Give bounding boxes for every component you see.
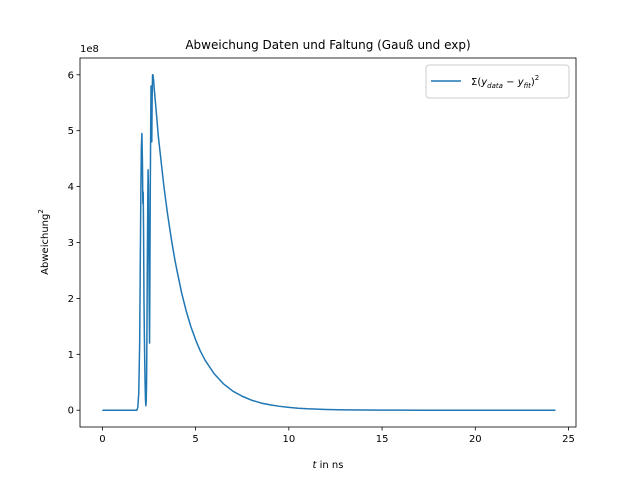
series-line-0 (102, 74, 556, 411)
x-tick-label: 10 (282, 434, 295, 445)
legend-sub-fit: fit (524, 82, 532, 90)
y-tick-label: 2 (68, 294, 74, 305)
y-tick-label: 0 (68, 406, 74, 417)
legend-y-fit: y (517, 77, 525, 88)
chart-title: Abweichung Daten und Faltung (Gauß und e… (185, 38, 470, 52)
y-tick-label: 5 (68, 126, 74, 137)
y-tick-label: 1 (68, 350, 74, 361)
y-axis-ticks: 0 1 2 3 4 5 6 (68, 70, 80, 417)
legend-y-data: y (480, 77, 488, 88)
legend: Σ(ydata − yfit)2 (425, 64, 570, 99)
y-tick-label: 3 (68, 238, 74, 249)
x-axis-ticks: 0 5 10 15 20 25 (99, 427, 575, 445)
x-tick-label: 15 (376, 434, 389, 445)
x-axis-label-var: t (313, 460, 318, 471)
y-offset-text: 1e8 (80, 44, 99, 55)
y-axis-label-base: Abweichung (40, 214, 51, 275)
y-axis-label: Abweichung2 (37, 209, 51, 275)
y-tick-label: 4 (68, 182, 74, 193)
series-layer (102, 74, 556, 411)
x-axis-label: t in ns (313, 460, 344, 471)
legend-minus: − (503, 77, 518, 88)
x-tick-label: 0 (99, 434, 105, 445)
legend-label: Σ(ydata − yfit)2 (471, 74, 539, 90)
legend-sup: 2 (535, 74, 539, 82)
y-tick-label: 6 (68, 70, 74, 81)
y-axis-label-sup: 2 (37, 209, 45, 213)
legend-sigma: Σ( (471, 77, 481, 88)
x-axis-label-unit: in ns (316, 460, 343, 471)
x-tick-label: 20 (469, 434, 482, 445)
x-tick-label: 5 (192, 434, 198, 445)
plot-frame (79, 57, 577, 428)
legend-sub-data: data (487, 82, 503, 90)
x-tick-label: 25 (562, 434, 575, 445)
legend-box (425, 64, 570, 99)
legend-close: ) (531, 77, 535, 88)
